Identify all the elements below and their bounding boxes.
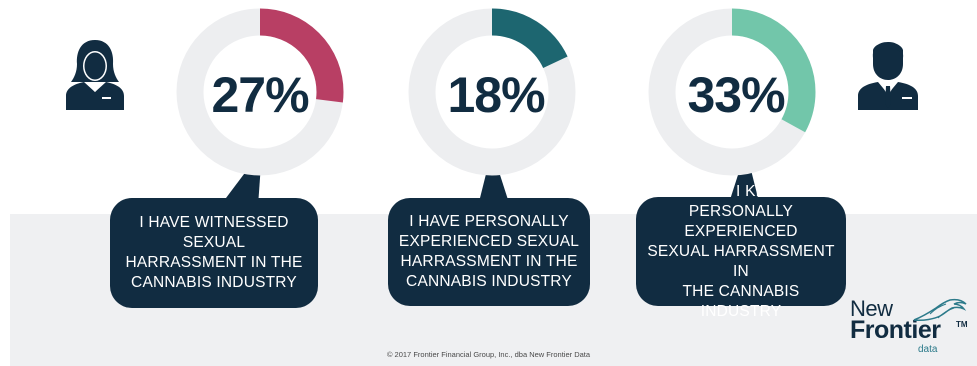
new-frontier-logo: New Frontier TM data — [848, 296, 974, 362]
bubble-tail-1 — [478, 150, 510, 206]
percent-label-experienced: 18% — [447, 67, 545, 123]
percent-label-someone-known: 33% — [687, 67, 785, 123]
percent-label-witnessed: 27% — [211, 67, 309, 123]
horse-icon — [913, 298, 967, 321]
logo-text-new: New — [850, 296, 893, 321]
logo-trademark: TM — [956, 320, 968, 329]
businesswoman-icon — [66, 40, 124, 110]
logo-text-data: data — [918, 344, 938, 355]
businessman-icon — [858, 42, 918, 110]
caption-bubble-experienced: I HAVE PERSONALLY EXPERIENCED SEXUAL HAR… — [388, 198, 590, 306]
donut-slice-someone-known — [648, 8, 816, 176]
copyright-text: © 2017 Frontier Financial Group, Inc., d… — [386, 350, 591, 359]
donut-slice-experienced — [408, 8, 576, 176]
donut-slice-witnessed — [176, 8, 344, 176]
bubble-tail-2 — [728, 150, 760, 206]
caption-bubble-someone-known: SOMEONE I KNOW HAS PERSONALLY EXPERIENCE… — [636, 183, 846, 320]
caption-bubble-witnessed: I HAVE WITNESSED SEXUAL HARRASSMENT IN T… — [110, 198, 318, 308]
